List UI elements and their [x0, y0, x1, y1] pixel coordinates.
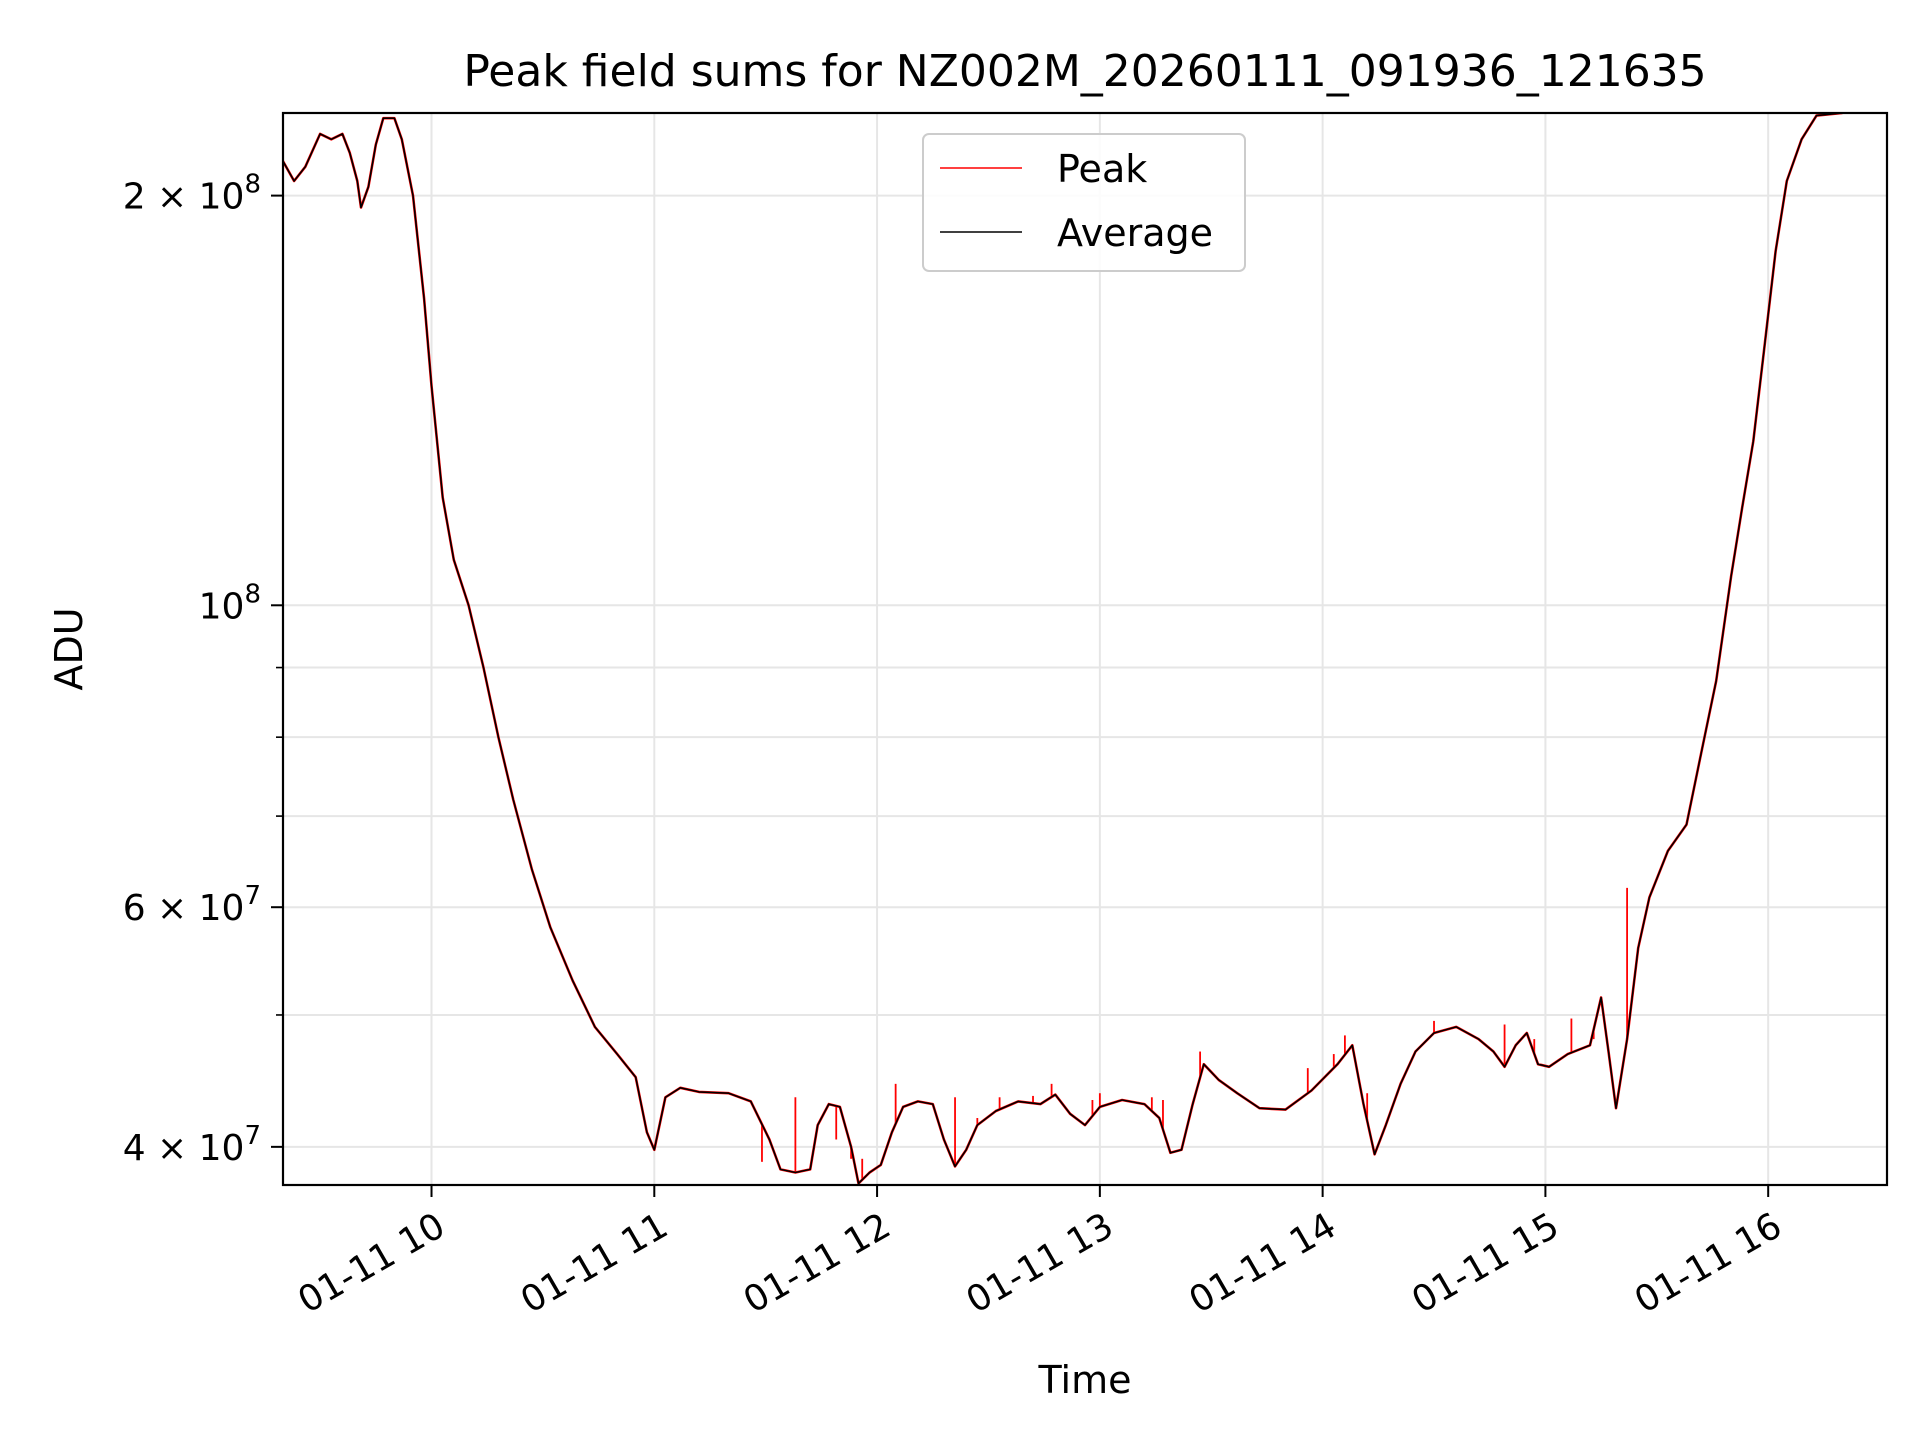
legend-average-label: Average: [1057, 211, 1213, 255]
y-tick-label: 2 × 108: [123, 170, 261, 218]
legend: Peak Average: [922, 133, 1246, 272]
plot-frame: [281, 111, 1889, 1187]
legend-peak-label: Peak: [1057, 147, 1147, 191]
y-tick-label: 6 × 107: [123, 881, 261, 929]
chart-title: Peak field sums for NZ002M_20260111_0919…: [463, 46, 1706, 97]
y-tick-label: 108: [199, 579, 261, 627]
average-series-line: [283, 113, 1843, 1185]
x-axis-label: Time: [1038, 1358, 1132, 1402]
y-axis-label: ADU: [47, 607, 91, 690]
y-tick-label: 4 × 107: [123, 1121, 261, 1169]
series-layer: [283, 113, 1843, 1185]
